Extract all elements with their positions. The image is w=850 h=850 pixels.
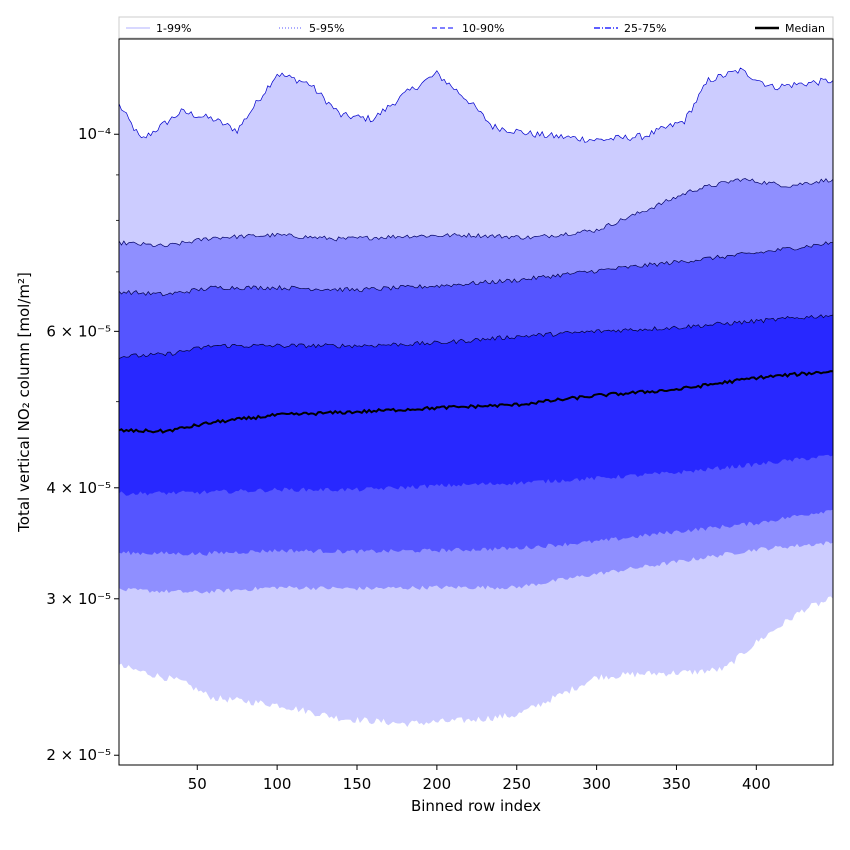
legend-label: 5-95% [309, 22, 344, 35]
legend-box [118, 16, 834, 39]
x-tick-label: 250 [502, 775, 531, 793]
band-5-95%-upper-line [118, 178, 834, 248]
x-tick-label: 50 [188, 775, 207, 793]
legend: 1-99% 5-95% 10-90% 25-75% Median [118, 16, 834, 39]
band-25-75%-area [119, 314, 833, 496]
percentile-bands [118, 67, 834, 727]
x-tick-label: 200 [423, 775, 452, 793]
y-tick-label: 10⁻⁴ [78, 125, 111, 143]
legend-label: 1-99% [156, 22, 191, 35]
y-tick-label: 6 × 10⁻⁵ [46, 322, 111, 340]
x-axis-label: Binned row index [411, 797, 541, 815]
x-tick-label: 150 [343, 775, 372, 793]
median-line [118, 370, 834, 434]
x-axis: 50 100 150 200 250 300 350 400 [188, 765, 771, 793]
x-tick-label: 400 [742, 775, 771, 793]
band-25-75%-upper-line [118, 314, 834, 360]
x-tick-label: 350 [662, 775, 691, 793]
y-tick-label: 4 × 10⁻⁵ [46, 479, 111, 497]
legend-label: 10-90% [462, 22, 504, 35]
x-tick-label: 300 [582, 775, 611, 793]
y-tick-label: 2 × 10⁻⁵ [46, 746, 111, 764]
x-tick-label: 100 [263, 775, 292, 793]
median-layer [118, 370, 834, 434]
y-tick-label: 3 × 10⁻⁵ [46, 590, 111, 608]
y-axis: 2 × 10⁻⁵ 3 × 10⁻⁵ 4 × 10⁻⁵ 6 × 10⁻⁵ 10⁻⁴ [46, 125, 119, 764]
legend-label: 25-75% [624, 22, 666, 35]
y-axis-label: Total vertical NO₂ column [mol/m²] [15, 272, 33, 533]
band-1-99%-upper-line [118, 67, 834, 143]
band-10-90%-upper-line [118, 241, 834, 297]
legend-label: Median [785, 22, 825, 35]
